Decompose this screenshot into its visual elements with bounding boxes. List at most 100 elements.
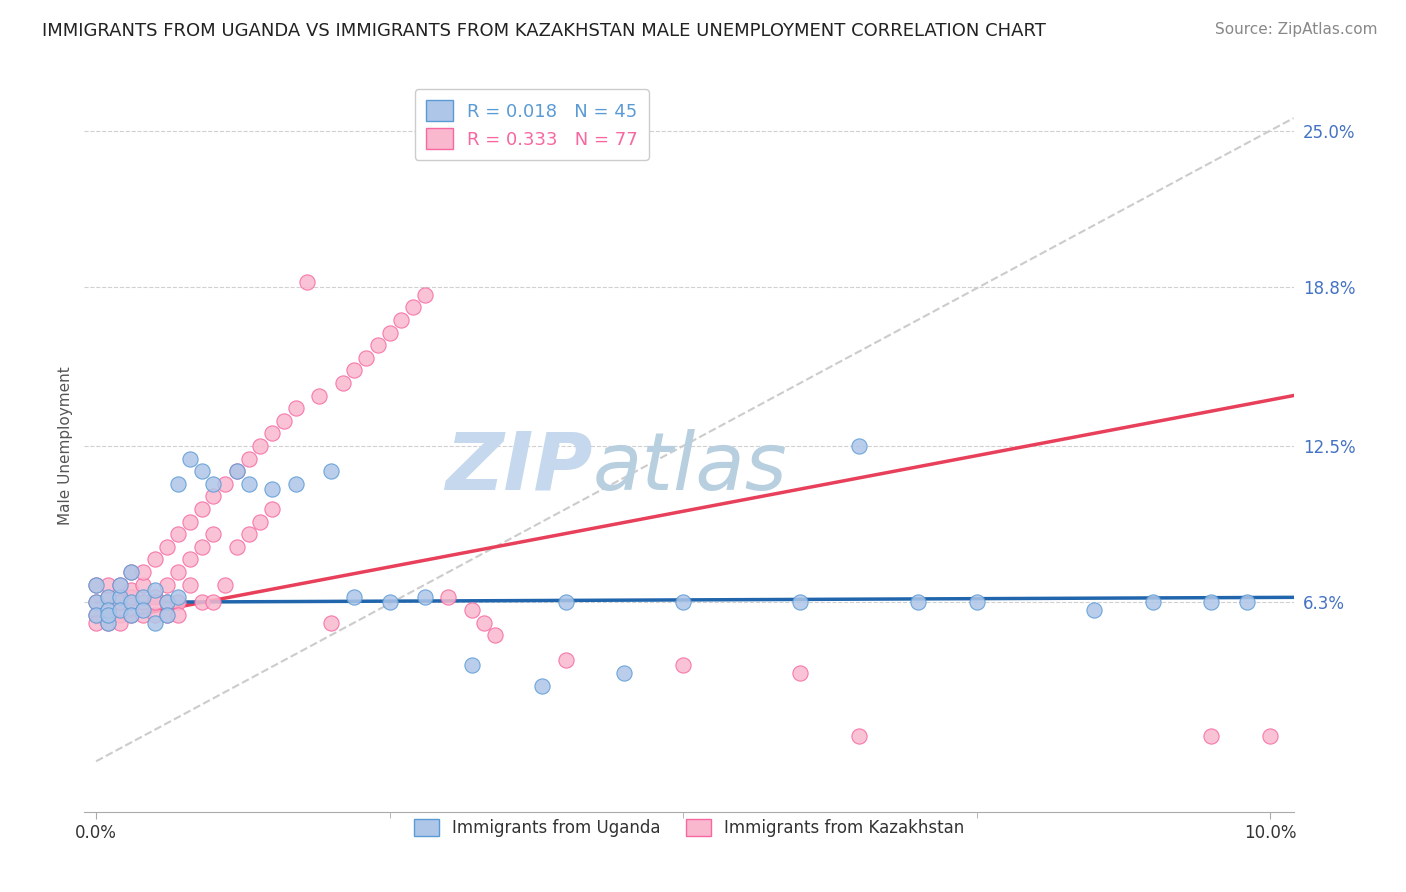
- Point: [97, 591, 120, 605]
- Point: [179, 515, 201, 529]
- Point: [554, 595, 576, 609]
- Point: [155, 540, 177, 554]
- Point: [202, 490, 225, 504]
- Point: [97, 591, 120, 605]
- Point: [226, 464, 249, 478]
- Point: [249, 515, 271, 529]
- Point: [97, 607, 120, 622]
- Point: [214, 476, 236, 491]
- Point: [155, 607, 177, 622]
- Point: [120, 591, 142, 605]
- Point: [1201, 729, 1223, 743]
- Point: [672, 595, 695, 609]
- Point: [354, 351, 377, 365]
- Point: [167, 607, 190, 622]
- Point: [84, 607, 107, 622]
- Point: [108, 578, 131, 592]
- Point: [108, 595, 131, 609]
- Point: [84, 607, 107, 622]
- Point: [143, 615, 166, 630]
- Point: [120, 607, 142, 622]
- Point: [214, 578, 236, 592]
- Point: [108, 591, 131, 605]
- Point: [120, 595, 142, 609]
- Point: [848, 729, 870, 743]
- Point: [84, 615, 107, 630]
- Point: [238, 476, 260, 491]
- Point: [167, 591, 190, 605]
- Point: [413, 591, 436, 605]
- Point: [132, 603, 155, 617]
- Point: [132, 591, 155, 605]
- Point: [262, 502, 284, 516]
- Point: [167, 565, 190, 579]
- Point: [143, 591, 166, 605]
- Point: [155, 595, 177, 609]
- Point: [226, 540, 249, 554]
- Point: [108, 578, 131, 592]
- Point: [120, 607, 142, 622]
- Point: [143, 582, 166, 597]
- Point: [97, 615, 120, 630]
- Point: [190, 502, 212, 516]
- Point: [190, 540, 212, 554]
- Point: [97, 603, 120, 617]
- Point: [238, 527, 260, 541]
- Point: [84, 578, 107, 592]
- Text: Source: ZipAtlas.com: Source: ZipAtlas.com: [1215, 22, 1378, 37]
- Point: [226, 464, 249, 478]
- Point: [472, 615, 495, 630]
- Point: [120, 595, 142, 609]
- Point: [378, 326, 401, 340]
- Point: [108, 615, 131, 630]
- Point: [132, 565, 155, 579]
- Legend: Immigrants from Uganda, Immigrants from Kazakhstan: Immigrants from Uganda, Immigrants from …: [408, 812, 970, 844]
- Point: [238, 451, 260, 466]
- Point: [402, 300, 425, 314]
- Point: [319, 615, 342, 630]
- Point: [108, 607, 131, 622]
- Point: [437, 591, 460, 605]
- Point: [97, 607, 120, 622]
- Point: [97, 615, 120, 630]
- Point: [120, 582, 142, 597]
- Point: [1142, 595, 1164, 609]
- Point: [190, 464, 212, 478]
- Text: atlas: atlas: [592, 429, 787, 507]
- Point: [167, 595, 190, 609]
- Point: [1083, 603, 1105, 617]
- Y-axis label: Male Unemployment: Male Unemployment: [58, 367, 73, 525]
- Point: [1236, 595, 1258, 609]
- Point: [167, 527, 190, 541]
- Point: [343, 591, 366, 605]
- Point: [389, 313, 412, 327]
- Point: [167, 476, 190, 491]
- Point: [273, 414, 295, 428]
- Point: [155, 578, 177, 592]
- Point: [155, 595, 177, 609]
- Point: [367, 338, 389, 352]
- Point: [284, 401, 307, 416]
- Point: [132, 607, 155, 622]
- Point: [108, 591, 131, 605]
- Point: [97, 603, 120, 617]
- Point: [1201, 595, 1223, 609]
- Point: [461, 658, 484, 673]
- Point: [461, 603, 484, 617]
- Point: [84, 595, 107, 609]
- Point: [413, 287, 436, 301]
- Point: [484, 628, 506, 642]
- Text: ZIP: ZIP: [444, 429, 592, 507]
- Point: [262, 426, 284, 441]
- Point: [84, 595, 107, 609]
- Point: [108, 603, 131, 617]
- Point: [966, 595, 988, 609]
- Point: [848, 439, 870, 453]
- Point: [343, 363, 366, 377]
- Point: [1258, 729, 1281, 743]
- Point: [202, 595, 225, 609]
- Point: [97, 578, 120, 592]
- Point: [308, 388, 330, 402]
- Point: [143, 595, 166, 609]
- Point: [262, 482, 284, 496]
